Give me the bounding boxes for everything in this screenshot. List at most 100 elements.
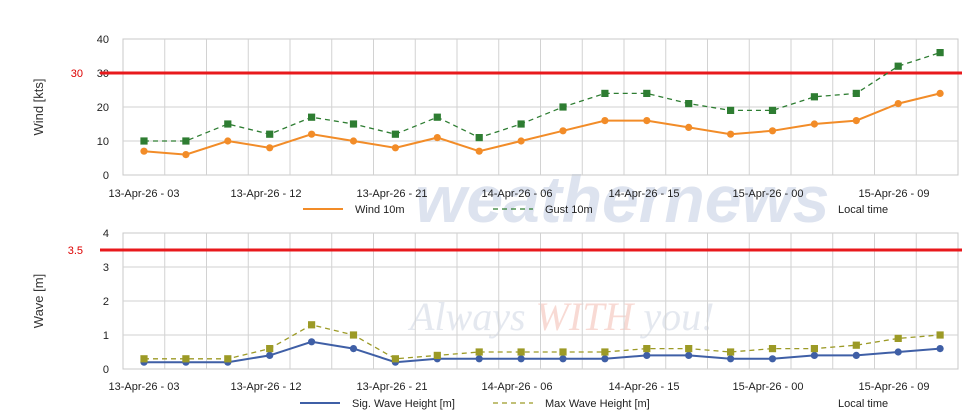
y-tick-label: 10 (97, 136, 109, 148)
data-point (810, 351, 819, 359)
data-point (810, 93, 818, 101)
data-point (643, 117, 651, 125)
data-point (768, 355, 777, 363)
data-point (433, 134, 441, 142)
threshold-label: 3.5 (68, 245, 83, 257)
data-point (768, 127, 777, 135)
series-line-1 (143, 92, 941, 156)
data-point (936, 331, 944, 339)
data-point (936, 345, 944, 353)
data-point (308, 321, 316, 329)
y-tick-label: 0 (103, 170, 109, 182)
data-point (852, 351, 860, 359)
x-tick-label: 13-Apr-26 - 21 (357, 381, 428, 393)
data-point (894, 100, 902, 108)
local-time-label: Local time (838, 204, 888, 216)
data-point (517, 348, 525, 356)
data-point (308, 338, 316, 346)
data-point (517, 355, 525, 363)
data-point (140, 147, 148, 155)
data-point (475, 355, 483, 363)
x-tick-label: 15-Apr-26 - 00 (733, 381, 804, 393)
x-tick-label: 14-Apr-26 - 15 (609, 381, 680, 393)
data-point (349, 137, 358, 145)
data-point (601, 355, 609, 363)
x-tick-label: 15-Apr-26 - 00 (733, 188, 804, 200)
y-tick-label: 2 (103, 296, 109, 308)
y-axis-label: Wind [kts] (31, 78, 46, 135)
data-point (266, 144, 274, 152)
data-point (433, 113, 441, 121)
data-point (475, 147, 483, 155)
data-point (475, 134, 483, 142)
data-point (727, 130, 735, 138)
data-point (266, 345, 274, 353)
y-axis-label: Wave [m] (31, 274, 46, 328)
data-point (224, 137, 232, 145)
data-point (182, 151, 190, 159)
x-tick-label: 14-Apr-26 - 15 (609, 188, 680, 200)
data-point (685, 100, 693, 108)
data-point (559, 103, 567, 111)
data-point (349, 331, 358, 339)
y-tick-label: 0 (103, 364, 109, 376)
data-point (224, 120, 232, 128)
data-point (308, 113, 316, 121)
data-point (224, 355, 232, 363)
chart-panel-1: 01020304030Wind [kts]13-Apr-26 - 0313-Ap… (31, 34, 962, 216)
data-point (768, 106, 777, 114)
x-tick-label: 13-Apr-26 - 03 (109, 188, 180, 200)
chart-panel-2: 0 1 2 3 4 3.5 Wave [m] 13-Apr-26 - 03 13-Apr-26 … (31, 228, 962, 410)
data-point (852, 117, 860, 125)
data-point (475, 348, 483, 356)
data-point (266, 351, 274, 359)
legend-label: Sig. Wave Height [m] (352, 398, 455, 410)
data-point (559, 127, 567, 135)
data-point (643, 351, 651, 359)
data-point (266, 130, 274, 138)
data-point (894, 334, 902, 342)
series-line-2 (144, 51, 941, 142)
data-point (727, 355, 735, 363)
data-point (349, 345, 358, 353)
legend-label: Max Wave Height [m] (545, 398, 650, 410)
data-point (517, 120, 525, 128)
x-tick-label: 13-Apr-26 - 21 (357, 188, 428, 200)
x-tick-label: 14-Apr-26 - 06 (482, 188, 553, 200)
y-tick-label: 20 (97, 102, 109, 114)
y-tick-label: 1 (103, 330, 109, 342)
data-point (391, 144, 399, 152)
data-point (182, 355, 190, 363)
data-point (559, 348, 567, 356)
x-tick-label: 15-Apr-26 - 09 (859, 381, 930, 393)
y-tick-label: 4 (103, 228, 109, 240)
data-point (140, 355, 148, 363)
data-point (768, 345, 777, 353)
series-line-2 (144, 324, 941, 360)
x-tick-label: 13-Apr-26 - 12 (231, 188, 302, 200)
data-point (601, 89, 609, 97)
data-point (852, 89, 860, 97)
threshold-label: 30 (71, 68, 83, 80)
local-time-label: Local time (838, 398, 888, 410)
data-point (643, 89, 651, 97)
y-tick-label: 3 (103, 262, 109, 274)
x-tick-label: 15-Apr-26 - 09 (859, 188, 930, 200)
data-point (894, 62, 902, 70)
y-tick-label: 40 (97, 34, 109, 46)
data-point (349, 120, 358, 128)
data-point (727, 106, 735, 114)
data-point (182, 137, 190, 145)
data-point (936, 89, 944, 97)
data-point (391, 130, 399, 138)
data-point (685, 123, 693, 131)
legend-label: Wind 10m (355, 204, 405, 216)
data-point (140, 137, 148, 145)
data-point (559, 355, 567, 363)
data-point (308, 130, 316, 138)
data-point (601, 348, 609, 356)
data-point (936, 49, 944, 57)
legend-label: Gust 10m (545, 204, 593, 216)
